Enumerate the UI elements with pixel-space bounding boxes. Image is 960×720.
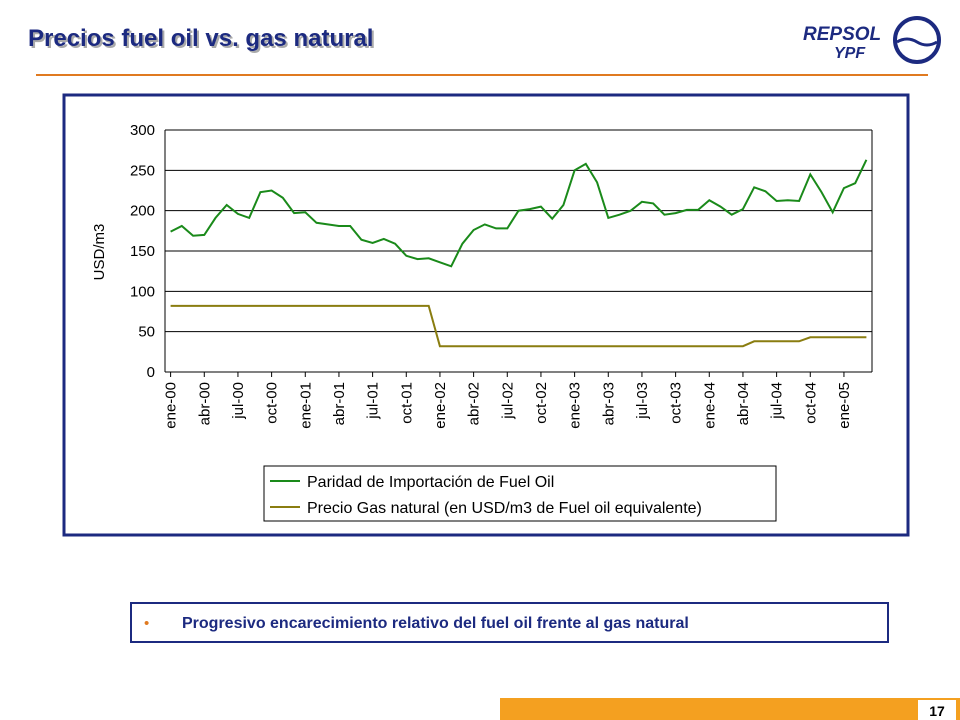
y-axis-label: USD/m3: [91, 224, 108, 281]
x-tick-label: abr-02: [466, 382, 483, 425]
y-tick-label: 150: [130, 243, 155, 260]
series-line: [170, 159, 868, 268]
x-tick-label: oct-04: [802, 382, 819, 424]
logo-ring: [893, 16, 941, 64]
y-tick-label: 200: [130, 203, 155, 220]
legend-box: [263, 465, 777, 522]
x-tick-label: jul-04: [769, 382, 786, 420]
y-tick-label: 0: [147, 364, 155, 381]
x-tick-label: abr-03: [600, 382, 617, 425]
x-tick-label: ene-03: [567, 382, 584, 429]
x-tick-label: oct-00: [264, 382, 281, 424]
x-tick-label: jul-03: [634, 382, 651, 420]
x-tick-label: oct-03: [668, 382, 685, 424]
legend-label: Precio Gas natural (en USD/m3 de Fuel oi…: [307, 500, 702, 517]
x-tick-label: jul-00: [230, 382, 247, 420]
logo-wave: [896, 37, 938, 47]
x-tick-label: ene-00: [163, 382, 180, 429]
y-tick-label: 300: [130, 122, 155, 139]
x-tick-label: abr-04: [735, 382, 752, 425]
chart-frame: [62, 93, 910, 537]
logo-text: YPF: [834, 45, 866, 62]
bullet-box: [130, 602, 889, 643]
x-tick-label: oct-02: [533, 382, 550, 424]
series-line: [170, 304, 867, 348]
footer-bar: [500, 698, 960, 720]
y-tick-label: 250: [130, 162, 155, 179]
page-number: 17: [929, 703, 945, 719]
x-tick-label: abr-00: [196, 382, 213, 425]
logo-text: REPSOL: [803, 24, 881, 45]
y-tick-label: 50: [138, 324, 155, 341]
x-tick-label: ene-01: [297, 382, 314, 429]
x-tick-label: oct-01: [398, 382, 415, 424]
page-box: [918, 700, 956, 720]
x-tick-label: ene-02: [432, 382, 449, 429]
slide-title: Precios fuel oil vs. gas natural: [28, 25, 373, 52]
x-tick-label: ene-04: [701, 382, 718, 429]
x-tick-label: abr-01: [331, 382, 348, 425]
legend-label: Paridad de Importación de Fuel Oil: [307, 474, 554, 491]
bullet-dot: •: [144, 615, 149, 632]
bullet-text: Progresivo encarecimiento relativo del f…: [182, 615, 689, 632]
y-tick-label: 100: [130, 283, 155, 300]
x-tick-label: jul-01: [365, 382, 382, 420]
x-tick-label: ene-05: [836, 382, 853, 429]
x-tick-label: jul-02: [499, 382, 516, 420]
